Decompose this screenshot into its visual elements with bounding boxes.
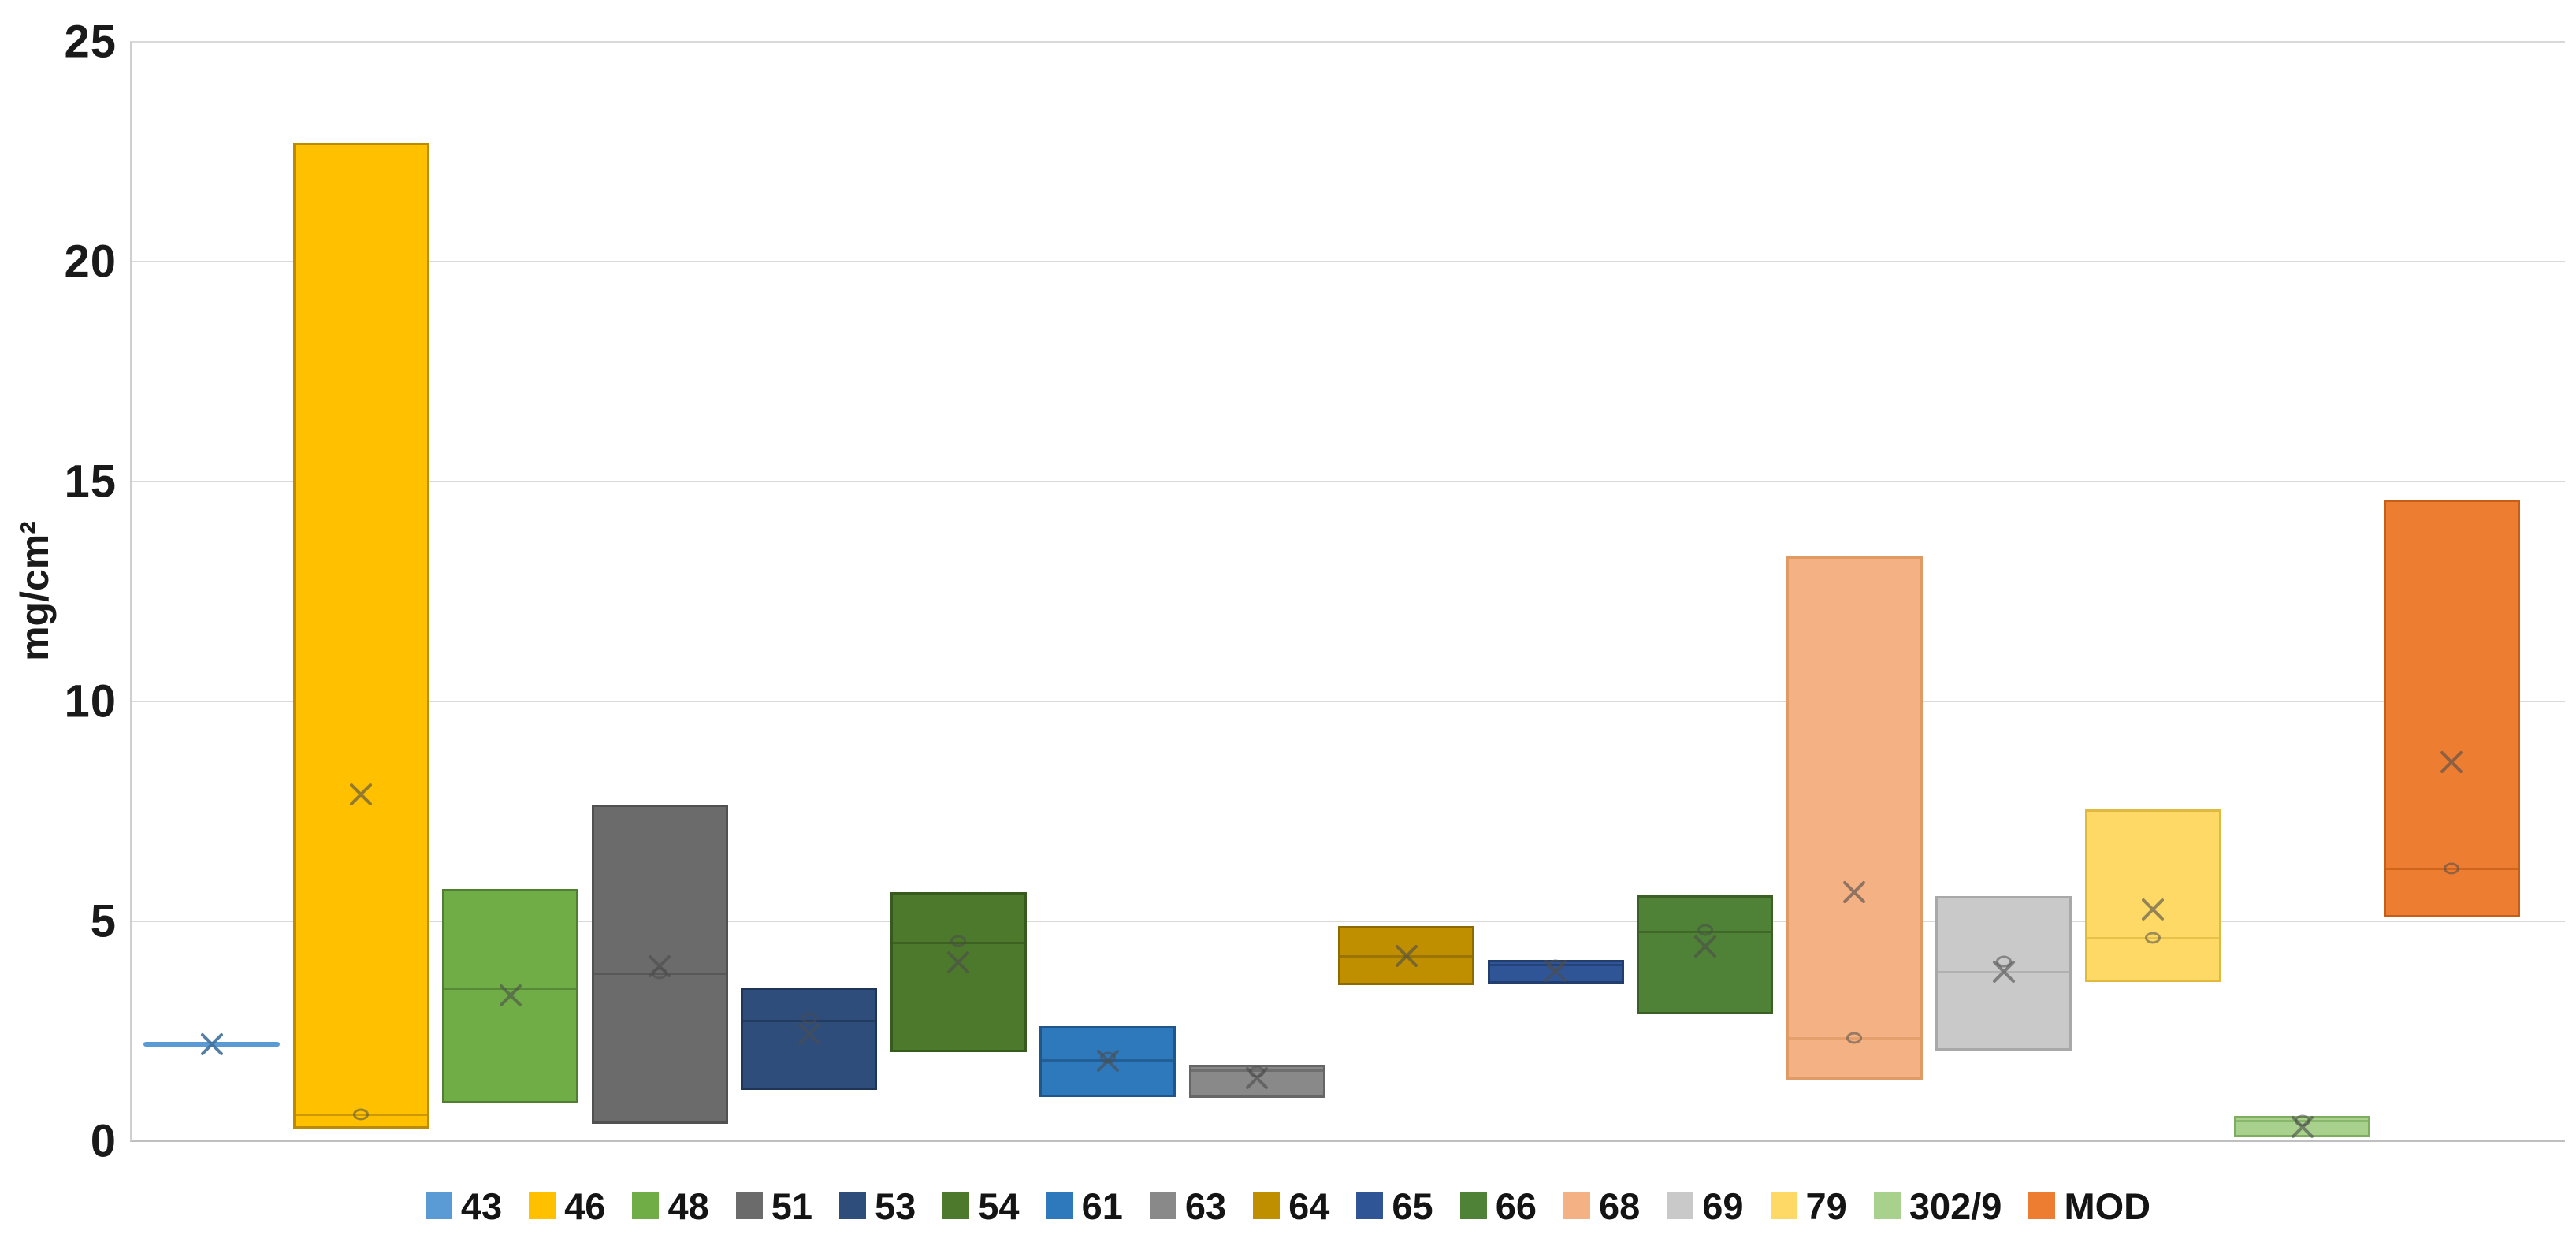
legend-label-MOD: MOD <box>2064 1185 2151 1227</box>
series-53-point-marker <box>801 1012 817 1025</box>
series-79-mean-marker <box>2139 896 2166 923</box>
gridline-5 <box>130 921 2565 922</box>
legend-label-53: 53 <box>875 1185 916 1227</box>
gridline-15 <box>130 481 2565 482</box>
series-46-point-marker <box>353 1108 369 1121</box>
legend-item-63: 63 <box>1149 1185 1227 1228</box>
legend-item-69: 69 <box>1667 1185 1744 1228</box>
series-79-box <box>2084 809 2221 982</box>
legend-label-64: 64 <box>1288 1185 1330 1227</box>
series-69-mean-marker <box>1991 958 2017 985</box>
series-53-box <box>741 988 877 1091</box>
legend-label-46: 46 <box>564 1185 606 1227</box>
legend-label-43: 43 <box>460 1185 503 1227</box>
series-68-point-marker <box>1846 1032 1862 1044</box>
series-MOD-point-marker <box>2444 862 2459 875</box>
y-tick-label-25: 25 <box>64 16 117 68</box>
legend-swatch-79 <box>1770 1192 1797 1219</box>
legend-item-61: 61 <box>1046 1185 1123 1228</box>
legend-swatch-68 <box>1563 1192 1590 1219</box>
y-tick-label-20: 20 <box>64 236 117 288</box>
legend-label-79: 79 <box>1805 1185 1847 1227</box>
legend-swatch-53 <box>839 1192 867 1219</box>
y-tick-label-0: 0 <box>90 1115 117 1167</box>
series-66-point-marker <box>1697 924 1713 936</box>
legend-item-MOD: MOD <box>2028 1185 2150 1228</box>
legend-swatch-51 <box>735 1192 763 1219</box>
legend-item-43: 43 <box>425 1185 503 1228</box>
legend-swatch-61 <box>1046 1192 1073 1219</box>
series-65-mean-marker <box>1542 958 1569 984</box>
series-43-mean-marker <box>199 1031 225 1058</box>
series-48-median-line <box>442 988 578 991</box>
legend-swatch-66 <box>1459 1192 1487 1219</box>
series-302/9-mean-marker <box>2289 1114 2316 1140</box>
series-61-mean-marker <box>1095 1047 1121 1074</box>
legend-swatch-69 <box>1667 1192 1694 1219</box>
legend-swatch-63 <box>1149 1192 1176 1219</box>
chart-legend: 43 46 48 51 53 54 61 63 64 65 66 68 69 79 302/9 MOD <box>0 1181 2576 1231</box>
legend-label-68: 68 <box>1598 1185 1641 1227</box>
y-axis-line <box>130 42 132 1141</box>
series-46-box <box>292 143 429 1129</box>
series-51-mean-marker <box>646 953 673 980</box>
legend-item-302/9: 302/9 <box>1873 1185 2002 1228</box>
legend-item-68: 68 <box>1563 1185 1640 1228</box>
gridline-25 <box>130 41 2565 43</box>
y-tick-label-5: 5 <box>90 895 117 947</box>
series-66-mean-marker <box>1692 933 1719 960</box>
series-MOD-mean-marker <box>2438 749 2465 775</box>
series-68-box <box>1786 556 1923 1080</box>
series-54-box <box>890 891 1027 1052</box>
legend-item-79: 79 <box>1770 1185 1847 1228</box>
legend-label-48: 48 <box>667 1185 709 1227</box>
series-53-mean-marker <box>796 1021 823 1047</box>
series-66-box <box>1637 895 1773 1015</box>
legend-item-66: 66 <box>1459 1185 1537 1228</box>
series-54-mean-marker <box>945 949 972 976</box>
legend-swatch-302/9 <box>1873 1192 1901 1219</box>
series-69-point-marker <box>1995 955 2012 968</box>
gridline-20 <box>130 261 2565 262</box>
legend-label-66: 66 <box>1495 1185 1537 1227</box>
legend-item-51: 51 <box>735 1185 813 1228</box>
series-MOD-box <box>2383 499 2520 917</box>
legend-label-61: 61 <box>1081 1185 1123 1227</box>
legend-label-302/9: 302/9 <box>1909 1185 2002 1227</box>
legend-label-54: 54 <box>978 1185 1020 1227</box>
legend-item-64: 64 <box>1253 1185 1329 1228</box>
y-tick-label-10: 10 <box>64 675 117 727</box>
series-64-mean-marker <box>1393 943 1420 969</box>
legend-swatch-43 <box>425 1192 452 1219</box>
y-tick-label-15: 15 <box>64 456 117 508</box>
series-63-mean-marker <box>1243 1065 1270 1092</box>
legend-swatch-48 <box>632 1192 660 1219</box>
y-axis-title: mg/cm² <box>13 521 57 661</box>
legend-label-63: 63 <box>1184 1185 1227 1227</box>
legend-item-53: 53 <box>839 1185 916 1228</box>
legend-label-69: 69 <box>1702 1185 1744 1227</box>
series-54-point-marker <box>950 935 966 947</box>
series-46-mean-marker <box>348 781 374 808</box>
legend-label-51: 51 <box>771 1185 813 1227</box>
series-79-point-marker <box>2145 932 2161 944</box>
legend-item-65: 65 <box>1356 1185 1433 1228</box>
legend-swatch-64 <box>1253 1192 1281 1219</box>
legend-item-54: 54 <box>942 1185 1020 1228</box>
gridline-0 <box>130 1140 2565 1142</box>
legend-label-65: 65 <box>1392 1185 1433 1227</box>
legend-item-48: 48 <box>632 1185 709 1228</box>
legend-item-46: 46 <box>529 1185 605 1228</box>
gridline-10 <box>130 701 2565 702</box>
legend-swatch-MOD <box>2028 1192 2056 1219</box>
legend-swatch-46 <box>529 1192 556 1219</box>
series-48-mean-marker <box>497 982 524 1009</box>
legend-swatch-54 <box>942 1192 970 1219</box>
series-68-mean-marker <box>1841 879 1868 906</box>
legend-swatch-65 <box>1356 1192 1384 1219</box>
